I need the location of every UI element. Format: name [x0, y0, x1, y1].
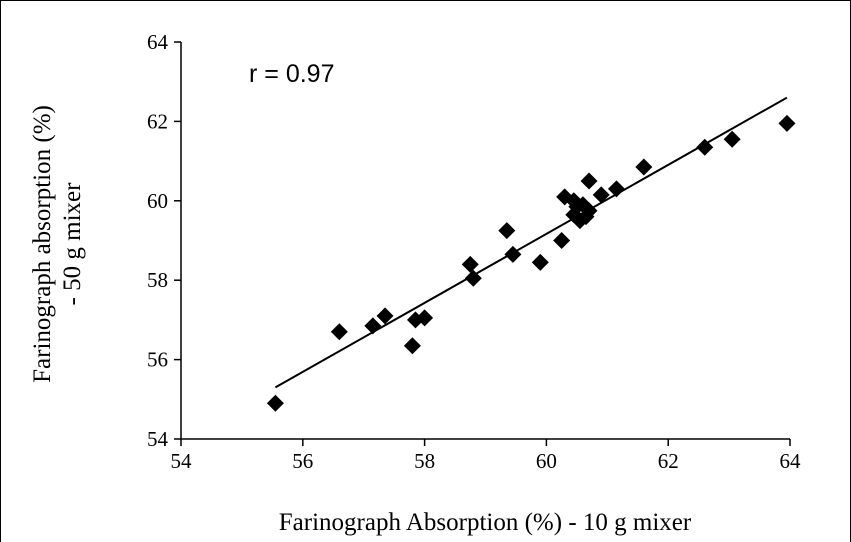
data-point [461, 255, 479, 273]
data-point [416, 309, 434, 327]
data-point [266, 394, 284, 412]
data-point [504, 245, 522, 263]
x-tick-label: 62 [658, 449, 679, 473]
data-point [531, 253, 549, 271]
axes: 54 56 58 60 62 64 54 56 58 60 62 64 [147, 30, 801, 473]
trendline [274, 96, 788, 389]
x-tick-label: 60 [536, 449, 557, 473]
y-tick-label: 58 [147, 268, 168, 292]
data-point [696, 138, 714, 156]
correlation-annotation: r = 0.97 [249, 60, 334, 88]
y-axis-title-line2: - 50 g mixer [59, 182, 86, 306]
x-tick-label: 64 [780, 449, 802, 473]
x-tick-label: 56 [292, 449, 313, 473]
data-point [498, 222, 516, 240]
data-point [553, 232, 571, 249]
y-tick-label: 64 [147, 30, 169, 54]
y-tick-label: 56 [147, 348, 168, 372]
y-tick-label: 54 [147, 427, 169, 451]
y-tick-label: 60 [147, 189, 168, 213]
x-axis-title: Farinograph Absorption (%) - 10 g mixer [279, 509, 692, 536]
y-tick-label: 62 [147, 109, 168, 133]
data-point [778, 114, 796, 132]
data-point [635, 158, 653, 176]
data-point [592, 186, 610, 204]
data-point [376, 307, 394, 325]
x-tick-label: 58 [414, 449, 435, 473]
data-point [580, 202, 598, 220]
data-point [464, 269, 482, 287]
y-axis-title-line1: Farinograph absorption (%) [29, 105, 56, 383]
data-point [330, 323, 348, 341]
data-point [607, 180, 625, 198]
x-tick-label: 54 [171, 449, 193, 473]
data-point [580, 172, 598, 190]
data-point [403, 337, 421, 355]
data-point [723, 130, 741, 148]
data-point [364, 317, 382, 335]
trendline-group [274, 96, 788, 389]
data-points [266, 114, 796, 412]
